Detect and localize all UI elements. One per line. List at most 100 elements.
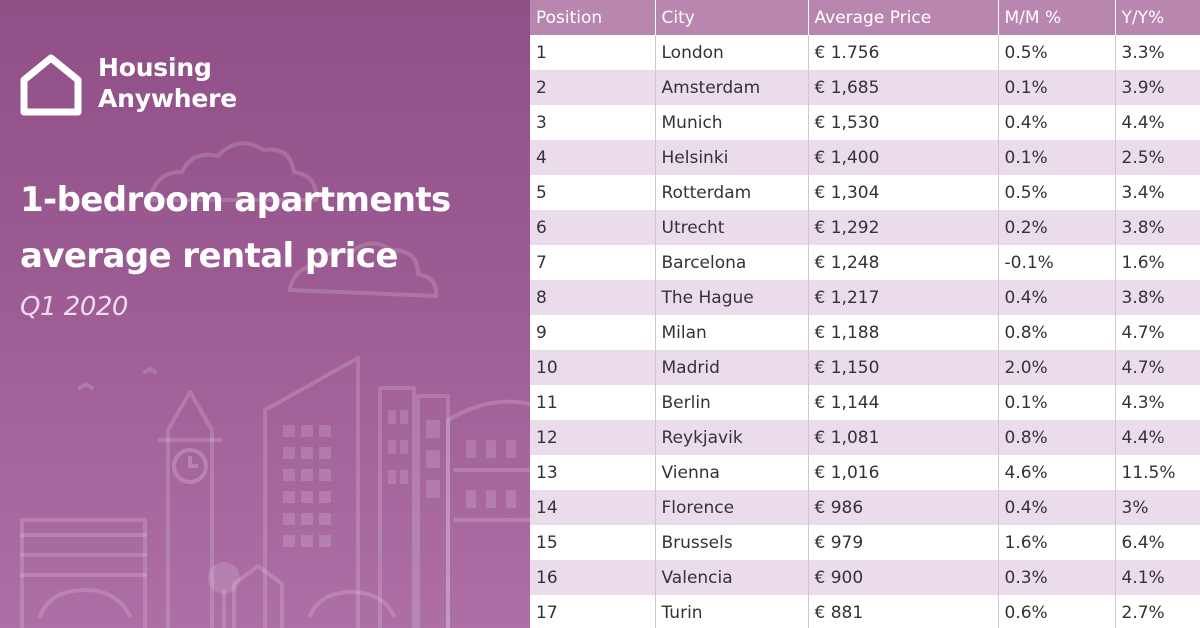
cell-position: 12	[530, 420, 656, 455]
table-row: 13 Vienna € 1,016 4.6% 11.5%	[530, 455, 1200, 490]
cell-position: 4	[530, 140, 656, 175]
cell-month-change: 0.5%	[998, 35, 1116, 70]
brand-name-line1: Housing	[98, 53, 212, 82]
cell-position: 14	[530, 490, 656, 525]
table-row: 15 Brussels € 979 1.6% 6.4%	[530, 525, 1200, 560]
cell-city: Milan	[655, 315, 809, 350]
cell-city: Rotterdam	[655, 175, 809, 210]
cell-year-change: 3.3%	[1115, 35, 1200, 70]
table-row: 11 Berlin € 1,144 0.1% 4.3%	[530, 385, 1200, 420]
cell-month-change: 0.4%	[998, 280, 1116, 315]
cell-average-price: € 1,144	[808, 385, 999, 420]
cell-position: 11	[530, 385, 656, 420]
cell-position: 13	[530, 455, 656, 490]
cell-average-price: € 1,188	[808, 315, 999, 350]
cell-position: 2	[530, 70, 656, 105]
cell-city: The Hague	[655, 280, 809, 315]
table-row: 10 Madrid € 1,150 2.0% 4.7%	[530, 350, 1200, 385]
cell-average-price: € 986	[808, 490, 999, 525]
cell-position: 16	[530, 560, 656, 595]
clock-tower-icon	[172, 448, 208, 484]
cell-month-change: 1.6%	[998, 525, 1116, 560]
cell-position: 7	[530, 245, 656, 280]
cell-month-change: 2.0%	[998, 350, 1116, 385]
cell-year-change: 4.4%	[1115, 105, 1200, 140]
cell-average-price: € 1,016	[808, 455, 999, 490]
cell-average-price: € 1,150	[808, 350, 999, 385]
brand-name: Housing Anywhere	[98, 52, 237, 114]
cell-city: Reykjavik	[655, 420, 809, 455]
cell-year-change: 1.6%	[1115, 245, 1200, 280]
cell-position: 15	[530, 525, 656, 560]
header-average-price: Average Price	[808, 0, 999, 35]
header-month-change: M/M %	[998, 0, 1116, 35]
cell-year-change: 4.4%	[1115, 420, 1200, 455]
table-row: 2 Amsterdam € 1,685 0.1% 3.9%	[530, 70, 1200, 105]
cell-city: Munich	[655, 105, 809, 140]
cell-average-price: € 881	[808, 595, 999, 628]
cell-city: Berlin	[655, 385, 809, 420]
cell-average-price: € 979	[808, 525, 999, 560]
cell-month-change: -0.1%	[998, 245, 1116, 280]
city-skyline-illustration	[20, 141, 530, 628]
table-row: 8 The Hague € 1,217 0.4% 3.8%	[530, 280, 1200, 315]
cell-month-change: 0.5%	[998, 175, 1116, 210]
cell-year-change: 3.4%	[1115, 175, 1200, 210]
table-row: 6 Utrecht € 1,292 0.2% 3.8%	[530, 210, 1200, 245]
cell-city: Helsinki	[655, 140, 809, 175]
cell-average-price: € 1,217	[808, 280, 999, 315]
cell-position: 8	[530, 280, 656, 315]
table-row: 4 Helsinki € 1,400 0.1% 2.5%	[530, 140, 1200, 175]
cell-average-price: € 1,248	[808, 245, 999, 280]
cell-city: Utrecht	[655, 210, 809, 245]
cell-city: Brussels	[655, 525, 809, 560]
cell-average-price: € 900	[808, 560, 999, 595]
cell-month-change: 0.3%	[998, 560, 1116, 595]
cell-position: 1	[530, 35, 656, 70]
header-year-change: Y/Y%	[1115, 0, 1200, 35]
cell-year-change: 4.7%	[1115, 350, 1200, 385]
cell-year-change: 4.3%	[1115, 385, 1200, 420]
table-row: 7 Barcelona € 1,248 -0.1% 1.6%	[530, 245, 1200, 280]
cell-position: 10	[530, 350, 656, 385]
cell-average-price: € 1,292	[808, 210, 999, 245]
cell-city: Amsterdam	[655, 70, 809, 105]
cell-year-change: 3.9%	[1115, 70, 1200, 105]
hero-panel: Housing Anywhere 1-bedroom apartments av…	[0, 0, 530, 628]
table-row: 1 London € 1.756 0.5% 3.3%	[530, 35, 1200, 70]
cell-month-change: 0.2%	[998, 210, 1116, 245]
cell-position: 9	[530, 315, 656, 350]
cell-position: 5	[530, 175, 656, 210]
cell-month-change: 4.6%	[998, 455, 1116, 490]
cell-year-change: 4.7%	[1115, 315, 1200, 350]
cell-city: Turin	[655, 595, 809, 628]
cell-position: 6	[530, 210, 656, 245]
cell-city: London	[655, 35, 809, 70]
rental-price-table: Position City Average Price M/M % Y/Y% 1…	[530, 0, 1200, 628]
table-row: 3 Munich € 1,530 0.4% 4.4%	[530, 105, 1200, 140]
cell-year-change: 4.1%	[1115, 560, 1200, 595]
table-row: 12 Reykjavik € 1,081 0.8% 4.4%	[530, 420, 1200, 455]
cell-average-price: € 1,400	[808, 140, 999, 175]
cell-average-price: € 1,685	[808, 70, 999, 105]
header-city: City	[655, 0, 809, 35]
cell-average-price: € 1,304	[808, 175, 999, 210]
header-position: Position	[530, 0, 656, 35]
cell-city: Madrid	[655, 350, 809, 385]
cell-average-price: € 1,081	[808, 420, 999, 455]
cell-city: Vienna	[655, 455, 809, 490]
cell-year-change: 2.5%	[1115, 140, 1200, 175]
cell-average-price: € 1,530	[808, 105, 999, 140]
cell-month-change: 0.4%	[998, 105, 1116, 140]
cell-city: Barcelona	[655, 245, 809, 280]
cell-position: 3	[530, 105, 656, 140]
rental-price-table-panel: Position City Average Price M/M % Y/Y% 1…	[530, 0, 1200, 628]
page-title: 1-bedroom apartments average rental pric…	[20, 172, 451, 284]
cell-city: Valencia	[655, 560, 809, 595]
cell-month-change: 0.8%	[998, 420, 1116, 455]
brand-logo: Housing Anywhere	[20, 52, 237, 116]
period-subtitle: Q1 2020	[20, 292, 128, 322]
cell-year-change: 2.7%	[1115, 595, 1200, 628]
brand-name-line2: Anywhere	[98, 84, 237, 113]
table-row: 16 Valencia € 900 0.3% 4.1%	[530, 560, 1200, 595]
